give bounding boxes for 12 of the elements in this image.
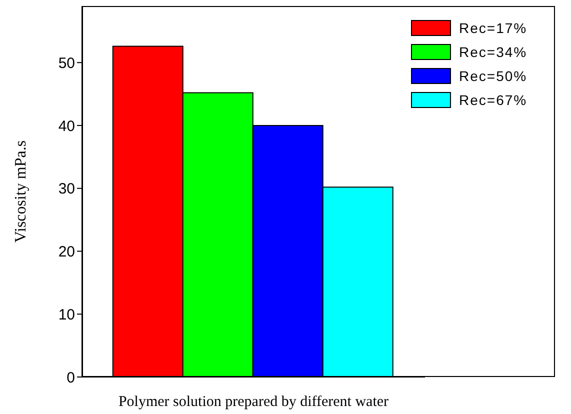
y-axis-title: Viscosity mPa.s xyxy=(12,140,30,243)
y-tick-label: 10 xyxy=(58,306,75,324)
y-tick-label: 30 xyxy=(58,180,75,198)
y-tick-label: 20 xyxy=(58,244,75,261)
x-axis-title: Polymer solution prepared by different water xyxy=(118,394,389,410)
legend-label: Rec=67% xyxy=(459,92,528,108)
legend-label: Rec=50% xyxy=(459,68,528,84)
y-tick-label: 0 xyxy=(66,369,75,386)
legend-label: Rec=34% xyxy=(459,44,528,60)
y-tick-label: 50 xyxy=(58,54,75,72)
y-tick-label: 40 xyxy=(58,118,75,135)
legend-label: Rec=17% xyxy=(459,20,528,36)
